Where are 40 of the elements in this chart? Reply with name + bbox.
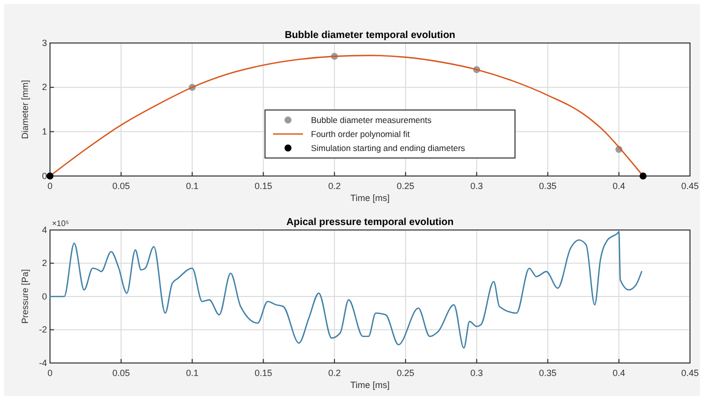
x-tick-label: 0.4 bbox=[612, 368, 626, 378]
x-tick-label: 0.1 bbox=[186, 368, 198, 378]
legend-label: Bubble diameter measurements bbox=[311, 115, 432, 125]
x-tick-label: 0.35 bbox=[539, 368, 557, 378]
x-tick-label: 0.45 bbox=[681, 180, 699, 191]
x-tick-label: 0.2 bbox=[328, 368, 341, 378]
x-tick-label: 0.3 bbox=[470, 368, 483, 378]
x-tick-label: 0.45 bbox=[681, 368, 699, 378]
y-tick-label: 3 bbox=[42, 38, 47, 48]
y-tick-label: -2 bbox=[38, 324, 47, 335]
line-series bbox=[49, 231, 642, 349]
chart-title: Apical pressure temporal evolution bbox=[286, 217, 454, 228]
x-tick-label: 0.35 bbox=[539, 180, 557, 191]
y-tick-label: 1 bbox=[42, 126, 47, 137]
x-axis-title: Time [ms] bbox=[350, 193, 390, 203]
y-tick-label: 2 bbox=[42, 258, 47, 268]
x-tick-label: 0.2 bbox=[328, 180, 341, 191]
y-tick-label: 0 bbox=[42, 170, 47, 181]
x-tick-label: 0.3 bbox=[470, 180, 483, 191]
x-tick-label: 0.4 bbox=[612, 180, 626, 191]
legend-label: Fourth order polynomial fit bbox=[311, 129, 410, 139]
x-tick-label: 0.05 bbox=[112, 368, 130, 378]
y-tick-label: 4 bbox=[42, 224, 47, 235]
x-tick-label: 0.1 bbox=[186, 180, 198, 191]
legend-label: Simulation starting and ending diameters bbox=[311, 143, 466, 153]
x-tick-label: 0.15 bbox=[254, 368, 272, 378]
x-tick-label: 0.25 bbox=[396, 368, 414, 378]
y-axis-title: Diameter [mm] bbox=[20, 80, 30, 140]
x-tick-label: 0.15 bbox=[254, 180, 272, 191]
y-tick-label: -4 bbox=[38, 358, 47, 368]
chart-title: Bubble diameter temporal evolution bbox=[284, 30, 456, 41]
point bbox=[640, 172, 647, 180]
point bbox=[46, 172, 54, 180]
x-axis-title: Time [ms] bbox=[350, 380, 390, 390]
y-tick-label: 0 bbox=[42, 291, 47, 302]
x-tick-label: 0.05 bbox=[112, 180, 130, 191]
text: ×10⁵ bbox=[52, 219, 69, 228]
x-tick-label: 0.25 bbox=[396, 180, 414, 191]
y-axis-title: Pressure [Pa] bbox=[20, 269, 30, 324]
y-tick-label: 2 bbox=[42, 82, 47, 92]
